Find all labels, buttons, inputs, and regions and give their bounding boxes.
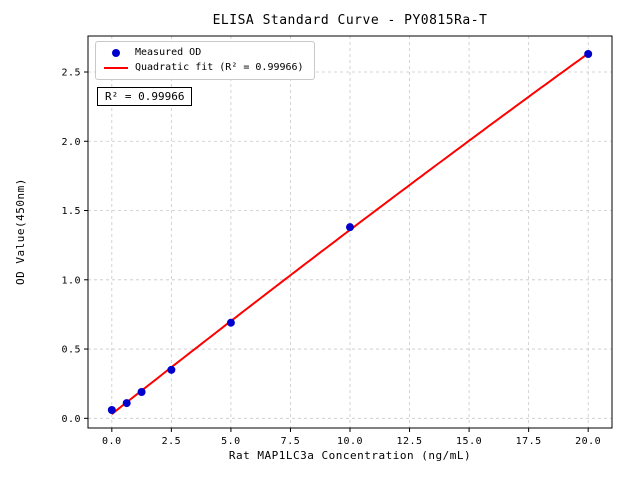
x-axis-label: Rat MAP1LC3a Concentration (ng/mL) xyxy=(228,449,472,462)
scatter-point xyxy=(167,365,176,374)
x-tick-label: 20.0 xyxy=(575,436,601,447)
scatter-point xyxy=(584,50,593,59)
x-tick-label: 10.0 xyxy=(337,436,363,447)
x-tick-label: 15.0 xyxy=(456,436,482,447)
legend: Measured OD Quadratic fit (R² = 0.99966) xyxy=(95,41,315,80)
x-tick-label: 5.0 xyxy=(221,436,241,447)
y-axis-label: OD Value(450nm) xyxy=(14,178,27,286)
legend-item-measured-od: Measured OD xyxy=(104,47,304,58)
y-tick-label: 2.5 xyxy=(61,68,81,79)
x-tick-label: 12.5 xyxy=(396,436,422,447)
legend-label-quadratic-fit: Quadratic fit (R² = 0.99966) xyxy=(135,62,304,73)
line-marker-icon xyxy=(104,66,128,69)
scatter-point xyxy=(137,387,146,396)
r-squared-annotation: R² = 0.99966 xyxy=(97,87,193,106)
scatter-point xyxy=(346,223,354,232)
scatter-point xyxy=(122,399,131,408)
scatter-point xyxy=(226,318,235,327)
x-tick-label: 0.0 xyxy=(102,436,122,447)
y-tick-label: 1.0 xyxy=(61,275,81,286)
scatter-point xyxy=(107,405,116,414)
legend-label-measured-od: Measured OD xyxy=(135,47,202,58)
y-tick-label: 2.0 xyxy=(61,137,81,148)
chart-title: ELISA Standard Curve - PY0815Ra-T xyxy=(212,13,488,28)
y-tick-label: 0.5 xyxy=(61,345,81,356)
x-tick-label: 17.5 xyxy=(516,436,542,447)
scatter-marker-icon xyxy=(104,48,128,57)
y-tick-label: 0.0 xyxy=(61,414,81,425)
red-line-icon xyxy=(104,66,128,69)
x-tick-label: 7.5 xyxy=(281,436,301,447)
legend-item-quadratic-fit: Quadratic fit (R² = 0.99966) xyxy=(104,62,304,73)
blue-dot-icon xyxy=(112,48,120,57)
y-tick-label: 1.5 xyxy=(61,206,81,217)
x-tick-label: 2.5 xyxy=(162,436,182,447)
